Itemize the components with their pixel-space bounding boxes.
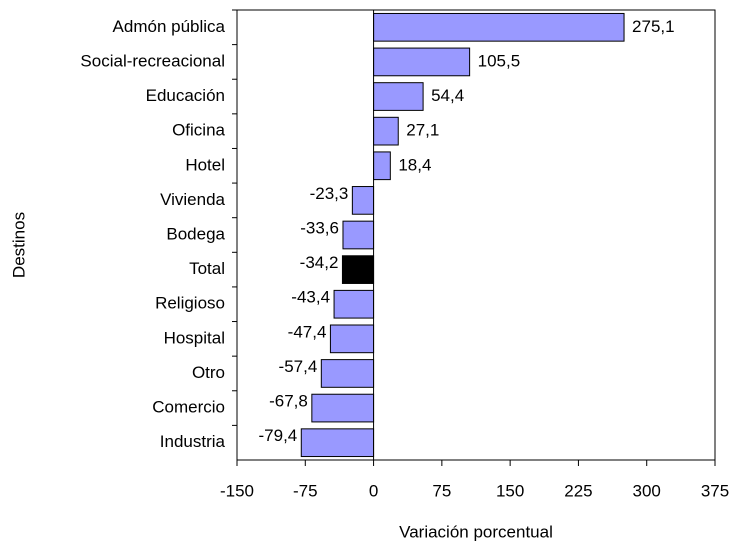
data-label: -57,4 <box>279 357 318 376</box>
x-tick-label: 375 <box>701 481 729 500</box>
x-tick-label: 300 <box>633 481 661 500</box>
data-label: 105,5 <box>478 51 521 70</box>
bar <box>373 116 399 146</box>
data-label: 27,1 <box>406 121 439 140</box>
data-label: -33,6 <box>300 218 339 237</box>
y-tick-label: Industria <box>160 432 226 451</box>
y-tick-label: Hospital <box>164 328 225 347</box>
data-label: 18,4 <box>398 155 431 174</box>
y-axis-title: Destinos <box>9 212 28 278</box>
data-label: -67,8 <box>269 392 308 411</box>
y-tick-label: Bodega <box>166 224 225 243</box>
y-tick-label: Otro <box>192 363 225 382</box>
x-tick-label: -150 <box>220 481 254 500</box>
bar <box>311 393 375 423</box>
data-label: -79,4 <box>259 426 298 445</box>
bar <box>300 428 375 458</box>
y-tick-label: Social-recreacional <box>80 51 225 70</box>
y-tick-label: Educación <box>146 86 225 105</box>
y-tick-label: Comercio <box>152 398 225 417</box>
bar <box>320 359 375 388</box>
bar <box>342 220 375 250</box>
bar <box>333 289 375 319</box>
data-label: 54,4 <box>431 86 464 105</box>
plot-frame <box>236 9 716 461</box>
x-axis-title: Variación porcentual <box>399 522 553 541</box>
x-tick-label: 150 <box>496 481 524 500</box>
bar <box>329 324 375 354</box>
y-tick-label: Admón pública <box>113 17 226 36</box>
bar <box>341 255 375 284</box>
data-label: -34,2 <box>300 253 339 272</box>
y-tick-label: Vivienda <box>160 190 225 209</box>
bar <box>373 12 625 42</box>
x-tick-label: 75 <box>432 481 451 500</box>
bar <box>351 186 375 215</box>
y-tick-label: Religioso <box>155 294 225 313</box>
bar <box>373 82 424 111</box>
x-tick-label: 225 <box>564 481 592 500</box>
data-label: -43,4 <box>291 288 330 307</box>
y-tick-label: Oficina <box>172 121 225 140</box>
x-tick-label: -75 <box>293 481 318 500</box>
data-label: -47,4 <box>288 322 327 341</box>
y-tick-label: Total <box>189 259 225 278</box>
data-label: -23,3 <box>310 184 349 203</box>
x-tick-label: 0 <box>369 481 378 500</box>
y-tick-label: Hotel <box>185 155 225 174</box>
data-label: 275,1 <box>632 17 675 36</box>
bar <box>373 151 391 181</box>
bar <box>373 47 471 77</box>
